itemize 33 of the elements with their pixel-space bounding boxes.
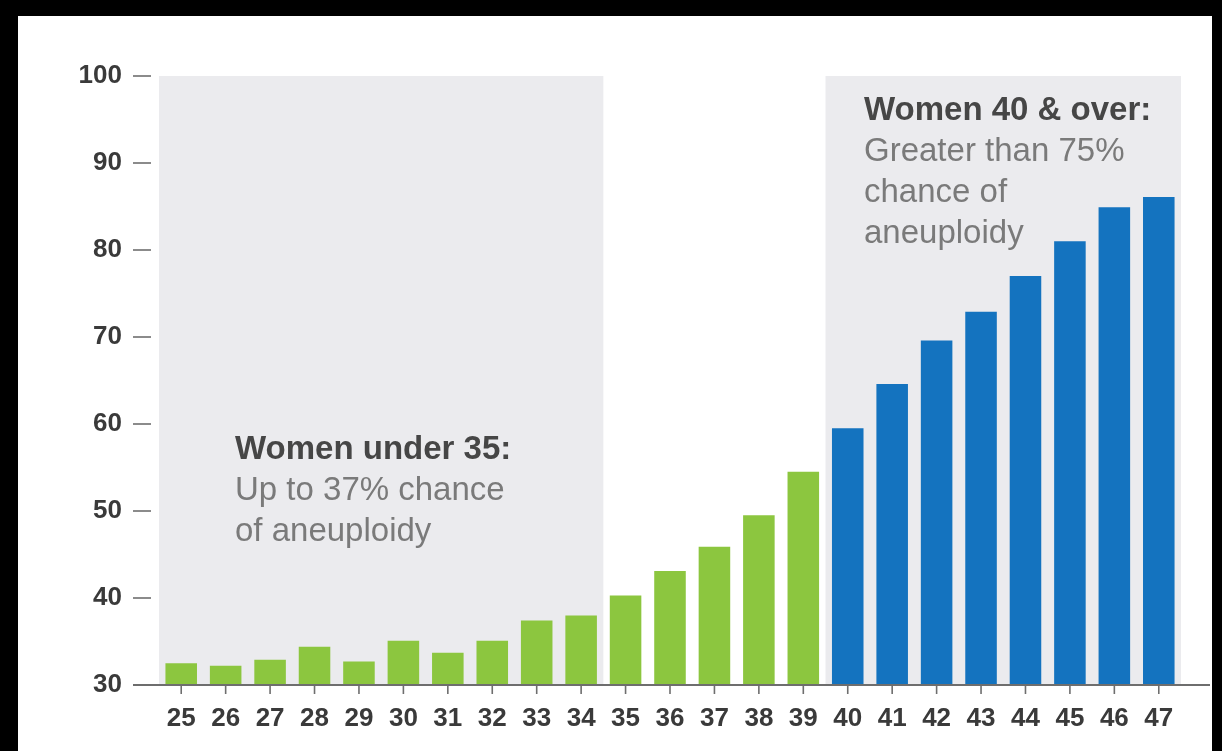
x-tick-label: 43 <box>966 701 996 732</box>
y-tick-label: 70 <box>93 320 122 351</box>
x-tick-label: 47 <box>1144 701 1174 732</box>
x-tick-label: 32 <box>477 701 507 732</box>
y-tick-label: 90 <box>93 146 122 177</box>
x-tick-label: 29 <box>344 701 374 732</box>
x-tick-label: 28 <box>300 701 329 732</box>
x-tick-label: 45 <box>1055 701 1085 732</box>
annotation: Women 40 & over: Greater than 75% chance of aneuploidy <box>864 89 1152 250</box>
x-tick-label: 36 <box>655 701 685 732</box>
x-tick-label: 44 <box>1011 701 1041 732</box>
y-tick-label: 60 <box>93 407 122 438</box>
y-tick-label: 100 <box>78 59 122 90</box>
x-tick-label: 46 <box>1099 701 1129 732</box>
y-tick-label: 30 <box>93 668 122 699</box>
y-tick-label: 40 <box>93 581 122 612</box>
x-tick-label: 42 <box>922 701 952 732</box>
x-tick-label: 33 <box>522 701 552 732</box>
y-tick-label: 50 <box>93 494 122 525</box>
x-tick-label: 38 <box>744 701 774 732</box>
annotation: Women under 35: Up to 37% chance of aneuploidy <box>235 428 512 548</box>
x-tick-label: 31 <box>433 701 463 732</box>
x-tick-label: 37 <box>699 701 729 732</box>
x-tick-label: 41 <box>877 701 907 732</box>
x-tick-label: 30 <box>388 701 418 732</box>
x-tick-label: 25 <box>166 701 196 732</box>
x-tick-label: 39 <box>788 701 818 732</box>
x-tick-label: 40 <box>833 701 863 732</box>
x-tick-label: 34 <box>566 701 597 732</box>
x-tick-label: 27 <box>255 701 285 732</box>
x-tick-label: 35 <box>611 701 641 732</box>
x-tick-label: 26 <box>211 701 241 732</box>
y-tick-label: 80 <box>93 233 122 264</box>
